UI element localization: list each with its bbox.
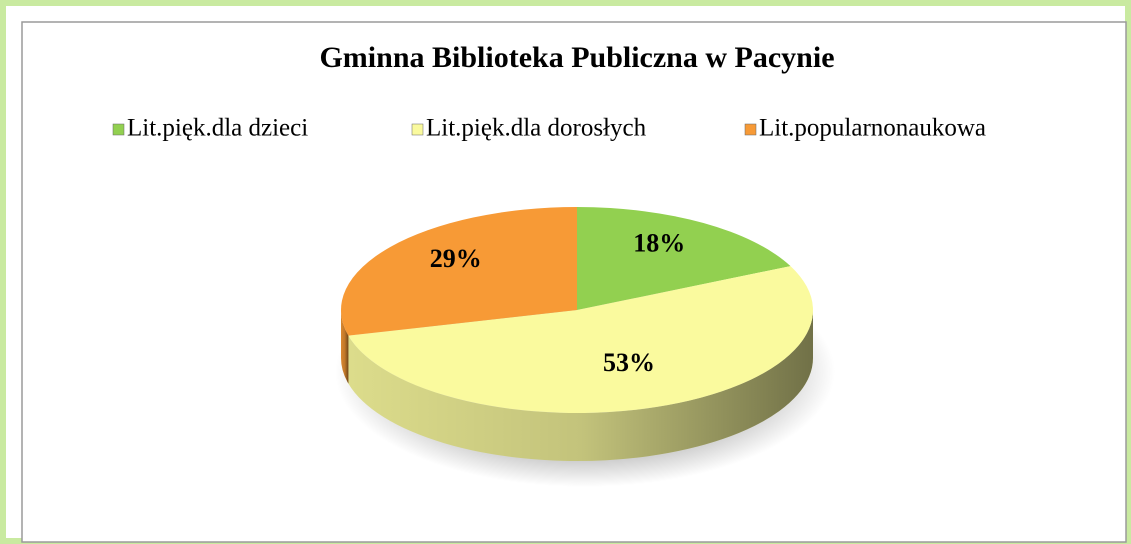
data-label: 53% (603, 348, 655, 377)
pie-slice (348, 266, 813, 413)
legend-label: Lit.pięk.dla dorosłych (426, 115, 647, 142)
legend-label: Lit.pięk.dla dzieci (127, 115, 308, 142)
side-shade (341, 310, 349, 384)
legend-marker (112, 123, 125, 136)
data-label: 18% (633, 228, 685, 257)
legend-label: Lit.popularnonaukowa (759, 115, 986, 142)
legend-marker (411, 123, 424, 136)
chart-title: Gminna Biblioteka Publiczna w Pacynie (319, 41, 834, 74)
pie-slice (577, 207, 791, 310)
data-label: 29% (430, 244, 482, 273)
side-shade (348, 310, 814, 462)
legend-marker (744, 123, 757, 136)
pie-slice (341, 207, 577, 336)
